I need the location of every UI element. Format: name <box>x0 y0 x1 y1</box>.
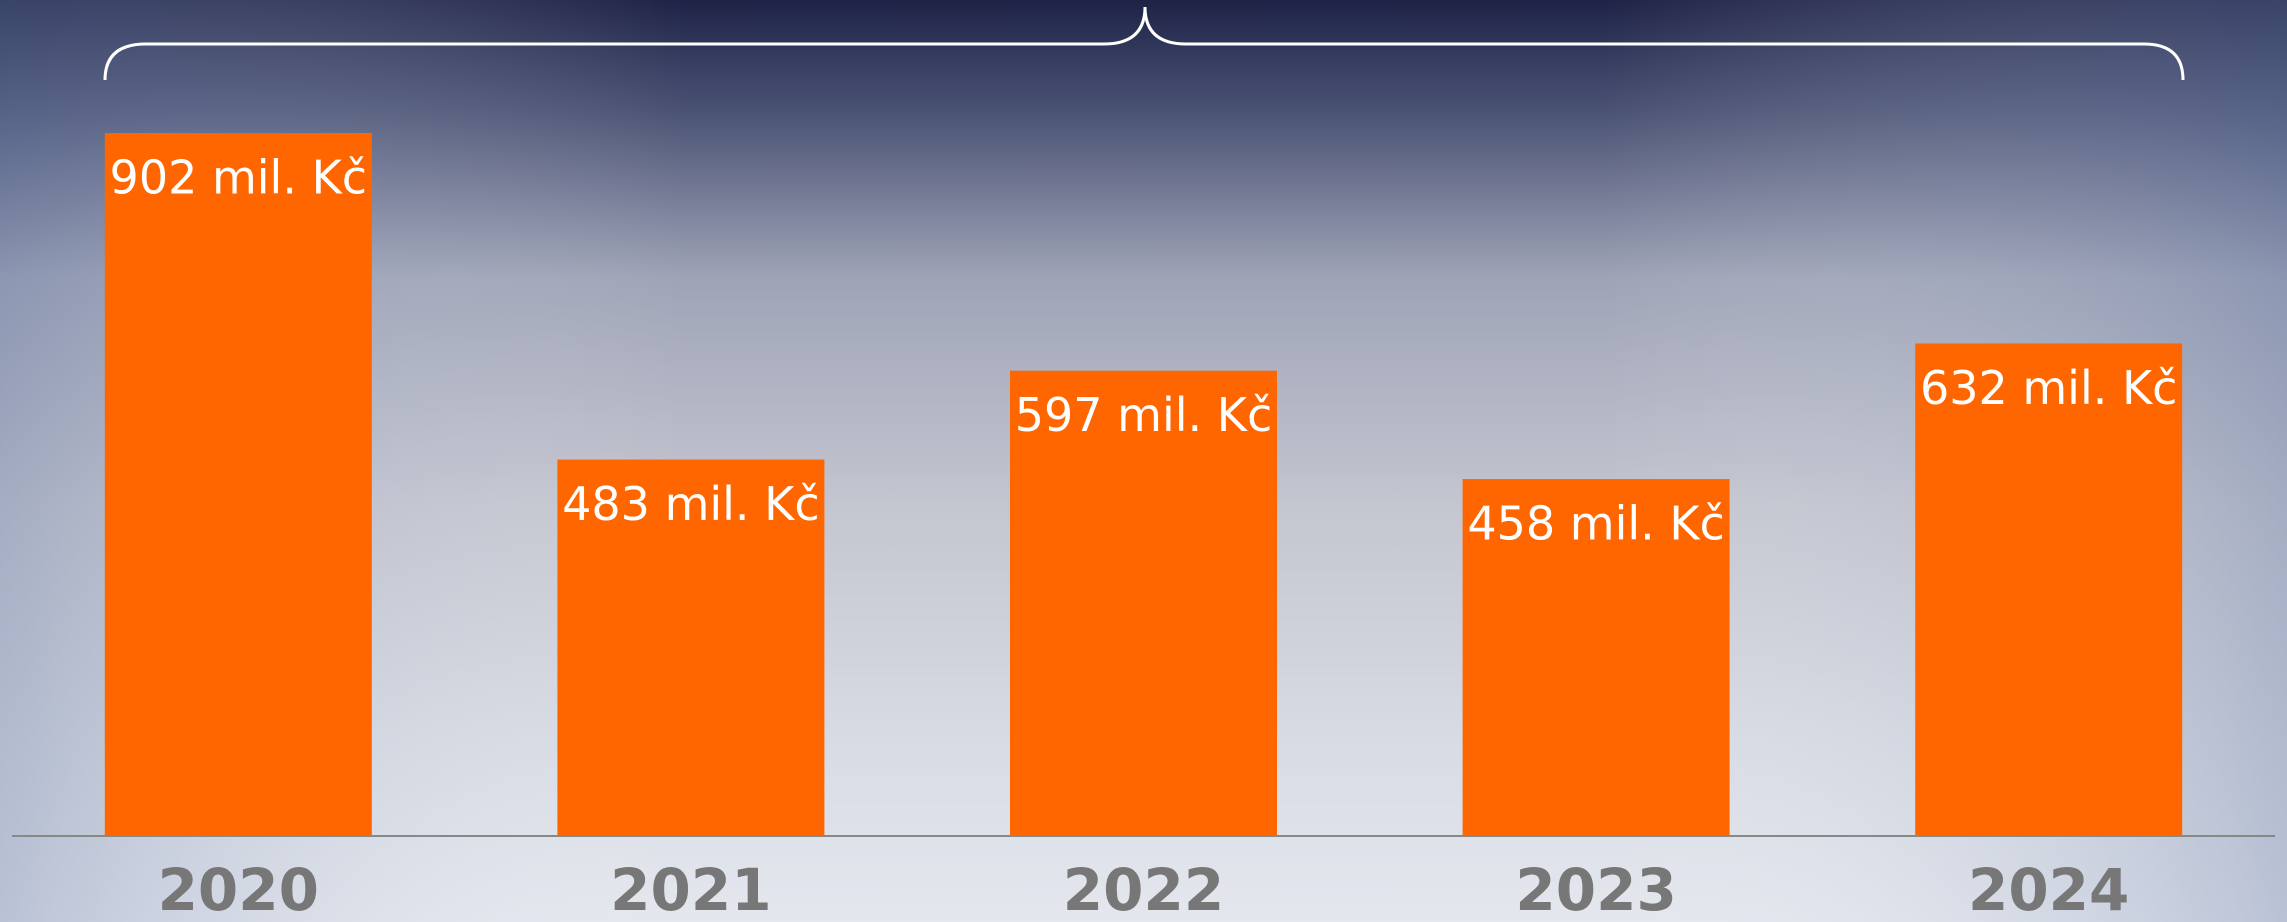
bar <box>1915 343 2182 836</box>
value-label: 483 mil. Kč <box>562 477 820 531</box>
x-tick-label: 2024 <box>1968 856 2129 922</box>
page: 902 mil. Kč 2020 483 mil. Kč 2021 597 mil. K… <box>0 0 2287 922</box>
x-tick-label: 2020 <box>158 856 319 922</box>
value-label: 597 mil. Kč <box>1015 388 1273 442</box>
value-label: 458 mil. Kč <box>1467 497 1725 551</box>
x-tick-label: 2023 <box>1515 856 1676 922</box>
x-tick-label: 2022 <box>1063 856 1224 922</box>
bar <box>105 133 372 836</box>
x-tick-label: 2021 <box>610 856 771 922</box>
value-label: 632 mil. Kč <box>1920 361 2178 415</box>
value-label: 902 mil. Kč <box>110 151 368 205</box>
chart: 902 mil. Kč 2020 483 mil. Kč 2021 597 mil. K… <box>0 0 2287 922</box>
